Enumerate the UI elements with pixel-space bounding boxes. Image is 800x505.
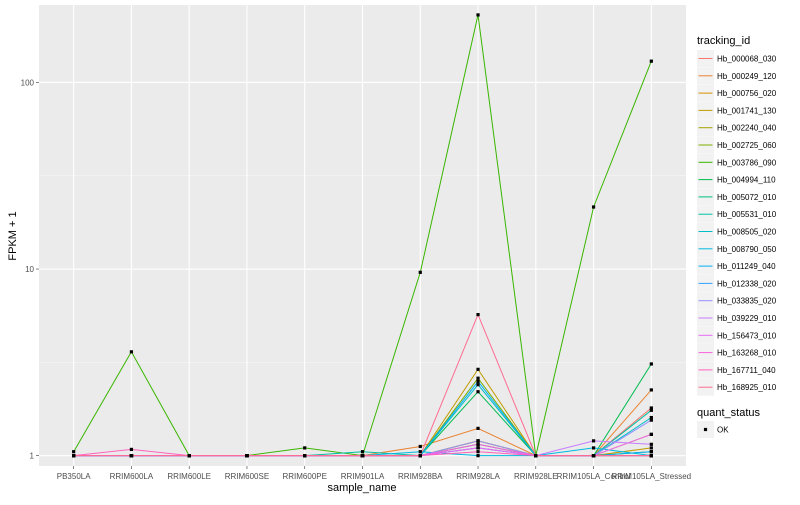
legend-label: Hb_000249_120 <box>717 72 777 81</box>
data-point <box>649 415 653 420</box>
legend-label: Hb_005531_010 <box>717 210 777 219</box>
data-point <box>72 454 76 458</box>
data-point <box>476 312 480 317</box>
y-axis: 1 10 100 <box>21 78 39 461</box>
legend-label: Hb_004994_110 <box>717 176 776 185</box>
data-point <box>649 432 653 436</box>
data-point <box>476 450 480 454</box>
legend-label: Hb_167711_040 <box>717 366 776 375</box>
legend-label: Hb_002240_040 <box>717 124 777 133</box>
data-point <box>187 454 191 458</box>
data-points <box>72 13 653 458</box>
x-tick-label: RRIM600SE <box>225 472 269 481</box>
x-tick-label: RRIM928BA <box>398 472 443 481</box>
data-point <box>360 454 365 458</box>
legend-label: Hb_156473_010 <box>717 331 777 340</box>
data-point <box>649 418 653 422</box>
legend-label: Hb_168925_010 <box>717 383 777 392</box>
legend-colour-title: tracking_id <box>697 35 750 47</box>
data-point <box>476 367 480 371</box>
data-point <box>129 447 134 452</box>
legend-label: Hb_011249_040 <box>717 262 776 271</box>
data-point <box>303 454 307 458</box>
data-point <box>649 362 653 366</box>
legend-label: Hb_001741_130 <box>717 106 777 115</box>
data-point <box>360 450 365 454</box>
data-point <box>591 439 596 443</box>
legend-shape-title: quant_status <box>697 407 760 419</box>
data-point <box>649 450 653 454</box>
data-point <box>476 379 480 383</box>
x-tick-label: RRIM105LA_Stressed <box>612 472 692 481</box>
data-point <box>591 205 596 209</box>
x-axis-title: sample_name <box>327 482 396 494</box>
legend-colour-keys: Hb_000068_030 Hb_000249_120 Hb_000756_020 H… <box>697 50 777 396</box>
y-axis-title: FPKM + 1 <box>7 211 19 260</box>
legend-label: Hb_008505_020 <box>717 228 777 237</box>
legend-shape-point <box>703 427 708 432</box>
data-point <box>476 439 480 443</box>
legend-label: Hb_000756_020 <box>717 89 777 98</box>
legend-label: Hb_008790_050 <box>717 245 777 254</box>
data-point <box>129 454 134 458</box>
data-point <box>476 454 480 458</box>
data-point <box>591 446 596 450</box>
data-point <box>476 13 480 17</box>
x-tick-label: RRIM901LA <box>341 472 385 481</box>
legend-label: Hb_039229_010 <box>717 314 777 323</box>
x-tick-label: RRIM928LE <box>514 472 558 481</box>
data-point <box>476 376 480 380</box>
x-tick-label: RRIM600LA <box>110 472 154 481</box>
data-point <box>418 270 422 274</box>
data-point <box>245 454 249 458</box>
legend-label: Hb_005072_010 <box>717 193 777 202</box>
legend-label: Hb_033835_020 <box>717 297 777 306</box>
data-point <box>72 450 76 454</box>
legend-label: Hb_002725_060 <box>717 141 777 150</box>
legend: tracking_id Hb_000068_030Hb_000249_120Hb… <box>697 35 777 438</box>
data-point <box>534 454 538 458</box>
data-point <box>303 446 307 450</box>
legend-label: Hb_163268_010 <box>717 349 777 358</box>
y-tick-label: 1 <box>30 452 35 461</box>
data-point <box>476 383 480 387</box>
data-point <box>649 406 653 410</box>
x-tick-label: RRIM105LA_Control <box>557 472 631 481</box>
legend-shape-label: OK <box>717 426 729 435</box>
data-point <box>649 408 653 412</box>
y-tick-label: 100 <box>21 78 35 87</box>
data-point <box>476 442 480 446</box>
x-tick-label: PB350LA <box>57 472 91 481</box>
data-point <box>476 426 480 430</box>
data-point <box>649 388 653 392</box>
data-point <box>476 390 480 394</box>
data-point <box>418 450 422 454</box>
data-point <box>129 350 134 354</box>
x-axis: PB350LA RRIM600LA RRIM600LE RRIM600SE RRIM60… <box>57 466 691 481</box>
x-tick-label: RRIM600PE <box>282 472 326 481</box>
legend-shape-keys: OK <box>697 421 729 438</box>
y-tick-label: 10 <box>25 265 34 274</box>
data-point <box>649 442 653 446</box>
x-tick-label: RRIM600LE <box>167 472 211 481</box>
data-point <box>649 454 653 458</box>
x-tick-label: RRIM928LA <box>456 472 500 481</box>
data-point <box>418 454 422 458</box>
legend-label: Hb_003786_090 <box>717 158 777 167</box>
data-point <box>476 446 480 450</box>
legend-label: Hb_012338_020 <box>717 279 777 288</box>
data-point <box>649 446 653 450</box>
data-point <box>418 444 422 449</box>
legend-label: Hb_000068_030 <box>717 55 777 64</box>
data-point <box>591 454 596 458</box>
data-point <box>649 59 653 63</box>
